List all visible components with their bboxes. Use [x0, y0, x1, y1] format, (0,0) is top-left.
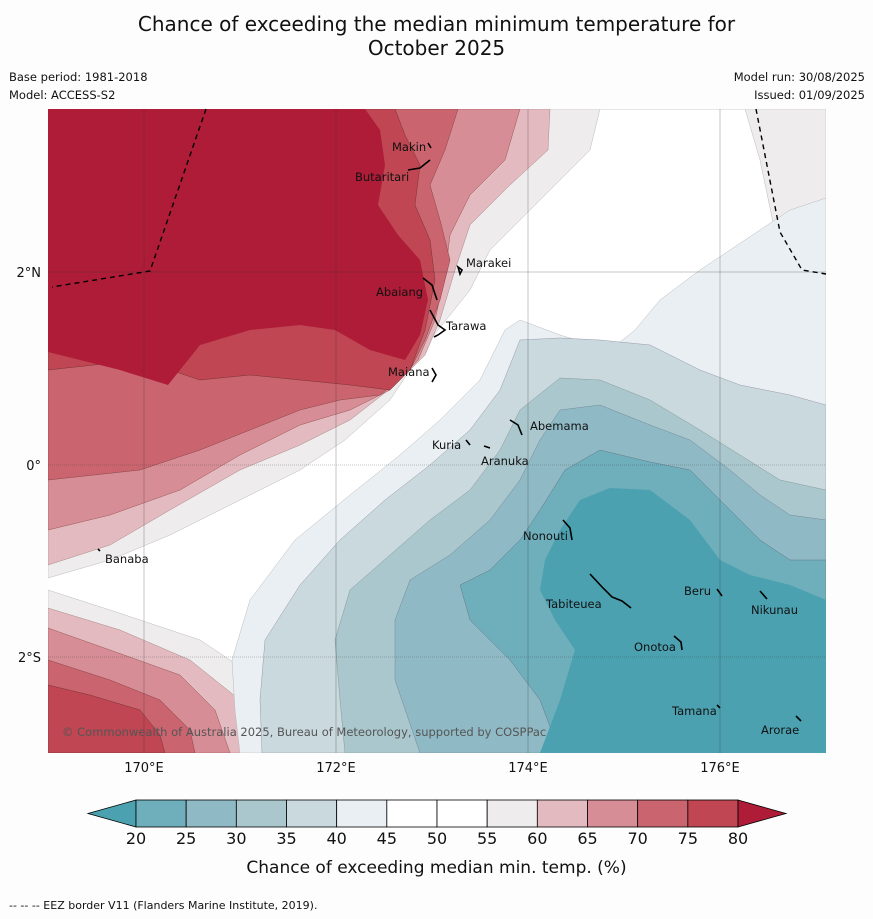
eez-border-east [755, 108, 827, 275]
colorbar-segment [286, 799, 338, 828]
island-arorae [795, 715, 802, 722]
eez-border-west [51, 108, 207, 288]
colorbar-segment [235, 799, 287, 828]
label-kuria: Kuria [432, 438, 461, 452]
label-makin: Makin [392, 140, 426, 154]
colorbar-label: Chance of exceeding median min. temp. (%… [246, 858, 627, 878]
island-marakei [456, 264, 464, 277]
island-butaritari [407, 159, 431, 171]
title-line-1: Chance of exceeding the median minimum t… [137, 12, 736, 36]
base-period: Base period: 1981-2018 [9, 70, 148, 84]
island-tamana [716, 704, 721, 709]
label-aranuka: Aranuka [481, 454, 529, 468]
label-butaritari: Butaritari [355, 170, 409, 184]
label-nikunau: Nikunau [751, 603, 798, 617]
colorbar-tick-label: 40 [326, 829, 346, 848]
colorbar: 20 25 30 35 40 45 50 55 60 65 70 75 80 [86, 799, 788, 848]
island-kuria [465, 439, 471, 446]
colorbar-segment [637, 799, 689, 828]
colorbar-extend-low [86, 799, 137, 828]
lon-label-174E: 174°E [508, 761, 548, 776]
lon-label-176E: 176°E [700, 761, 740, 776]
meta-left: Base period: 1981-2018 Model: ACCESS-S2 [9, 68, 148, 104]
issued-date: Issued: 01/09/2025 [754, 88, 865, 102]
colorbar-tick-label: 35 [276, 829, 296, 848]
colorbar-tick-label: 60 [527, 829, 547, 848]
label-tarawa: Tarawa [445, 319, 486, 333]
island-shapes [97, 142, 802, 722]
label-abemama: Abemama [530, 419, 589, 433]
colorbar-tick-label: 80 [728, 829, 748, 848]
band-below-20 [540, 488, 826, 753]
lat-label-2N: 2°N [17, 266, 42, 281]
colorbar-segment [336, 799, 388, 828]
eez-border [51, 108, 827, 288]
colorbar-tick-label: 50 [427, 829, 447, 848]
island-abemama [509, 419, 523, 436]
meta-right: Model run: 30/08/2025 Issued: 01/09/2025 [734, 68, 865, 104]
copyright-text: © Commonwealth of Australia 2025, Bureau… [62, 725, 546, 739]
colorbar-tick-label: 45 [377, 829, 397, 848]
colorbar-segment [536, 799, 588, 828]
lat-label-equator: 0° [26, 459, 41, 474]
colorbar-tick-label: 70 [627, 829, 647, 848]
colorbar-segment [486, 799, 538, 828]
model-run: Model run: 30/08/2025 [733, 70, 865, 84]
label-maiana: Maiana [388, 365, 430, 379]
band-above-80 [48, 109, 428, 385]
lon-label-172E: 172°E [316, 761, 356, 776]
colorbar-tick-label: 55 [477, 829, 497, 848]
axis-labels: 170°E 172°E 174°E 176°E 2°N 0° 2°S [17, 266, 740, 776]
label-tabiteuea: Tabiteuea [545, 597, 602, 611]
label-abaiang: Abaiang [376, 285, 423, 299]
island-makin [427, 142, 432, 149]
island-onotoa [673, 635, 683, 651]
island-tabiteuea [589, 573, 632, 609]
island-abaiang [422, 277, 438, 301]
label-marakei: Marakei [466, 256, 511, 270]
colorbar-extend-high [737, 799, 788, 828]
island-beru [716, 588, 723, 597]
colorbar-tick-label: 30 [226, 829, 246, 848]
colorbar-tick-label: 75 [678, 829, 698, 848]
eez-footnote: -- -- -- EEZ border V11 (Flanders Marine… [9, 899, 318, 912]
colorbar-segment [587, 799, 639, 828]
island-labels: Makin Butaritari Marakei Abaiang Tarawa … [62, 140, 799, 739]
model-name: Model: ACCESS-S2 [9, 88, 116, 102]
island-maiana [431, 367, 437, 383]
label-banaba: Banaba [105, 552, 149, 566]
title-line-2: October 2025 [367, 36, 506, 60]
colorbar-segment [436, 799, 488, 828]
map-title: Chance of exceeding the median minimum t… [0, 12, 873, 60]
colorbar-tick-label: 65 [577, 829, 597, 848]
island-tarawa [429, 309, 447, 338]
colorbar-tick-label: 20 [126, 829, 146, 848]
probability-contours [48, 109, 826, 753]
island-banaba [97, 548, 101, 552]
label-nonouti: Nonouti [523, 529, 568, 543]
grid-lines [48, 109, 826, 753]
colorbar-segment [687, 799, 739, 828]
colorbar-segment [135, 799, 187, 828]
colorbar-tick-label: 25 [176, 829, 196, 848]
island-nikunau [759, 590, 768, 600]
label-arorae: Arorae [761, 723, 799, 737]
lat-label-2S: 2°S [18, 651, 41, 666]
label-onotoa: Onotoa [634, 640, 676, 654]
colorbar-segment [185, 799, 237, 828]
band-75-80-sw [48, 684, 166, 753]
island-aranuka [483, 445, 491, 449]
colorbar-segment [386, 799, 438, 828]
label-tamana: Tamana [671, 704, 717, 718]
island-nonouti [562, 519, 573, 541]
label-beru: Beru [684, 584, 711, 598]
lon-label-170E: 170°E [124, 761, 164, 776]
